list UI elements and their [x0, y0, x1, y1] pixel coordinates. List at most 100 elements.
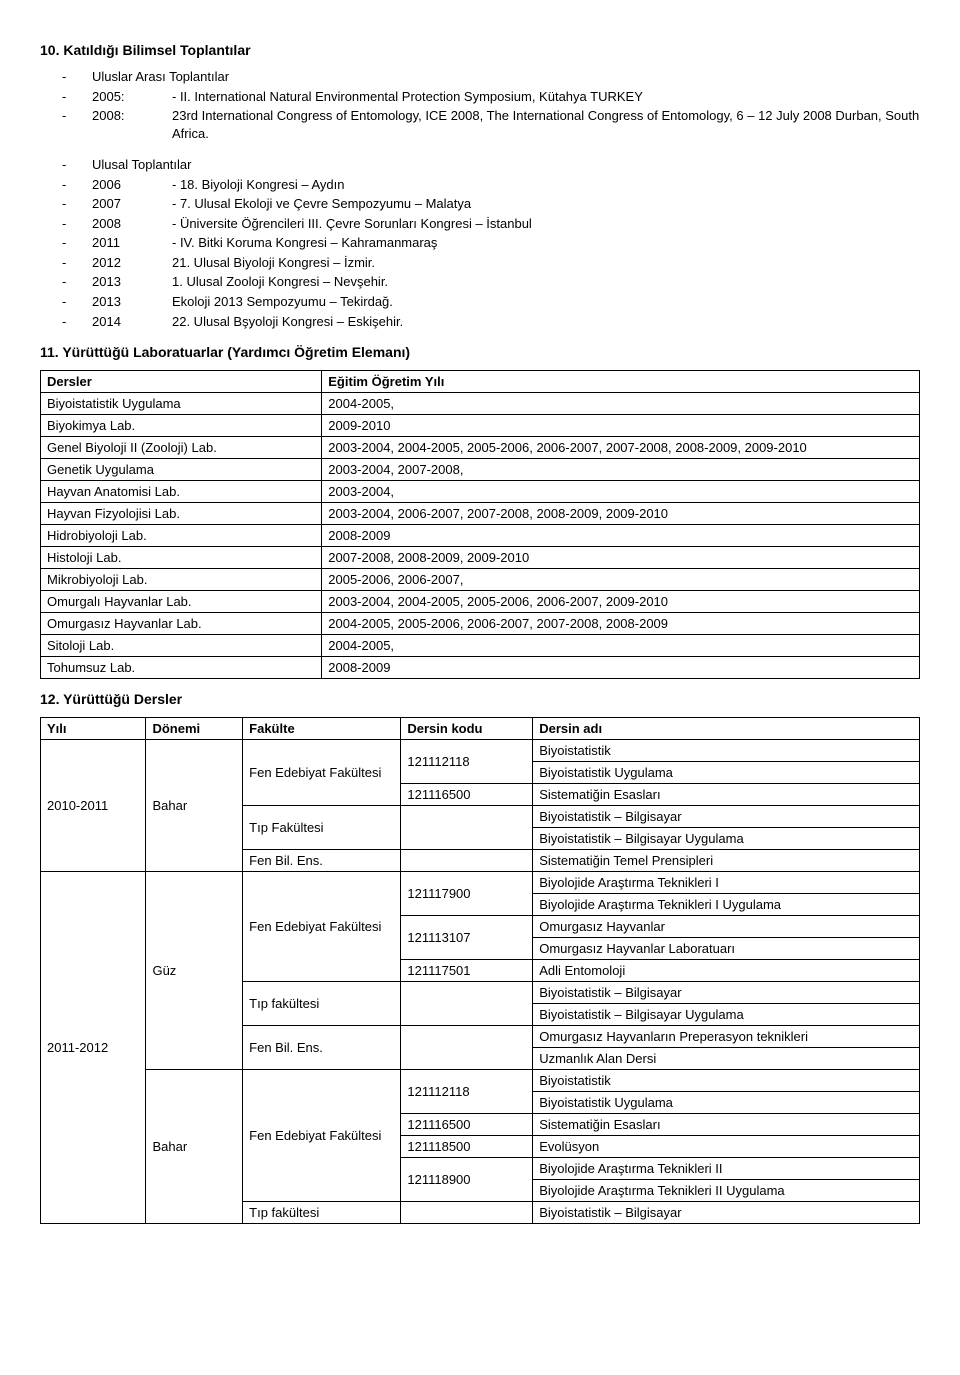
code-cell: 121116500 [401, 1114, 533, 1136]
lab-name: Biyokimya Lab. [41, 415, 322, 437]
course-cell: Adli Entomoloji [533, 960, 920, 982]
table-row: Hayvan Fizyolojisi Lab.2003-2004, 2006-2… [41, 503, 920, 525]
table-row: Mikrobiyoloji Lab.2005-2006, 2006-2007, [41, 569, 920, 591]
fac-cell: Fen Bil. Ens. [243, 1026, 401, 1070]
code-cell: 121112118 [401, 740, 533, 784]
sem-cell: Güz [146, 872, 243, 1070]
course-cell: Omurgasız Hayvanlar Laboratuarı [533, 938, 920, 960]
course-cell: Evolüsyon [533, 1136, 920, 1158]
course-cell: Sistematiğin Temel Prensipleri [533, 850, 920, 872]
course-cell: Biyoistatistik – Bilgisayar Uygulama [533, 828, 920, 850]
course-cell: Biyoistatistik Uygulama [533, 1092, 920, 1114]
fac-cell: Fen Edebiyat Fakültesi [243, 740, 401, 806]
table-row: Biyoistatistik Uygulama2004-2005, [41, 393, 920, 415]
section-11-heading: 11. Yürüttüğü Laboratuarlar (Yardımcı Öğ… [40, 344, 920, 360]
lab-name: Omurgalı Hayvanlar Lab. [41, 591, 322, 613]
lab-years: 2003-2004, [322, 481, 920, 503]
year-cell: 2010-2011 [41, 740, 146, 872]
table-row: Sitoloji Lab.2004-2005, [41, 635, 920, 657]
year-cell: 2011-2012 [41, 872, 146, 1224]
lab-name: Mikrobiyoloji Lab. [41, 569, 322, 591]
bullet-item: -201422. Ulusal Bşyoloji Kongresi – Eski… [62, 313, 920, 331]
lab-years: 2009-2010 [322, 415, 920, 437]
lab-name: Tohumsuz Lab. [41, 657, 322, 679]
section-10-heading: 10. Katıldığı Bilimsel Toplantılar [40, 42, 920, 58]
code-cell: 121118500 [401, 1136, 533, 1158]
code-cell: 121117501 [401, 960, 533, 982]
table-row: Tohumsuz Lab.2008-2009 [41, 657, 920, 679]
bullet-item: -201221. Ulusal Biyoloji Kongresi – İzmi… [62, 254, 920, 272]
code-cell: 121116500 [401, 784, 533, 806]
lab-name: Genel Biyoloji II (Zooloji) Lab. [41, 437, 322, 459]
bullet-item: -2013Ekoloji 2013 Sempozyumu – Tekirdağ. [62, 293, 920, 311]
col-dersler: Dersler [41, 371, 322, 393]
lab-name: Histoloji Lab. [41, 547, 322, 569]
group-label: - Ulusal Toplantılar [62, 156, 920, 174]
table-row: Genel Biyoloji II (Zooloji) Lab.2003-200… [41, 437, 920, 459]
sem-cell: Bahar [146, 1070, 243, 1224]
course-cell: Uzmanlık Alan Dersi [533, 1048, 920, 1070]
course-cell: Omurgasız Hayvanlar [533, 916, 920, 938]
lab-years: 2003-2004, 2004-2005, 2005-2006, 2006-20… [322, 591, 920, 613]
bullet-item: -2008- Üniversite Öğrencileri III. Çevre… [62, 215, 920, 233]
sem-cell: Bahar [146, 740, 243, 872]
course-cell: Biyoistatistik [533, 1070, 920, 1092]
course-cell: Biyolojide Araştırma Teknikleri I Uygula… [533, 894, 920, 916]
course-cell: Biyoistatistik [533, 740, 920, 762]
fac-cell: Tıp Fakültesi [243, 806, 401, 850]
col-yili: Yılı [41, 718, 146, 740]
lab-years: 2003-2004, 2007-2008, [322, 459, 920, 481]
bullet-item: -2007- 7. Ulusal Ekoloji ve Çevre Sempoz… [62, 195, 920, 213]
fac-cell: Fen Edebiyat Fakültesi [243, 872, 401, 982]
course-cell: Biyoistatistik – Bilgisayar Uygulama [533, 1004, 920, 1026]
group-label: - Uluslar Arası Toplantılar [62, 68, 920, 86]
fac-cell: Tıp fakültesi [243, 982, 401, 1026]
fac-cell: Fen Bil. Ens. [243, 850, 401, 872]
lab-name: Biyoistatistik Uygulama [41, 393, 322, 415]
course-cell: Biyoistatistik – Bilgisayar [533, 1202, 920, 1224]
course-cell: Biyoistatistik Uygulama [533, 762, 920, 784]
lab-name: Omurgasız Hayvanlar Lab. [41, 613, 322, 635]
lab-name: Hayvan Anatomisi Lab. [41, 481, 322, 503]
course-cell: Biyolojide Araştırma Teknikleri II Uygul… [533, 1180, 920, 1202]
course-cell: Sistematiğin Esasları [533, 784, 920, 806]
course-cell: Biyolojide Araştırma Teknikleri I [533, 872, 920, 894]
lab-years: 2004-2005, [322, 635, 920, 657]
bullet-item: -2006- 18. Biyoloji Kongresi – Aydın [62, 176, 920, 194]
course-cell: Sistematiğin Esasları [533, 1114, 920, 1136]
courses-table: Yılı Dönemi Fakülte Dersin kodu Dersin a… [40, 717, 920, 1224]
bullet-item: -20131. Ulusal Zooloji Kongresi – Nevşeh… [62, 273, 920, 291]
code-cell: 121113107 [401, 916, 533, 960]
table-row: Hidrobiyoloji Lab.2008-2009 [41, 525, 920, 547]
table-row: Genetik Uygulama2003-2004, 2007-2008, [41, 459, 920, 481]
table-row: Omurgasız Hayvanlar Lab.2004-2005, 2005-… [41, 613, 920, 635]
table-row: Omurgalı Hayvanlar Lab.2003-2004, 2004-2… [41, 591, 920, 613]
lab-name: Sitoloji Lab. [41, 635, 322, 657]
table-row: Hayvan Anatomisi Lab.2003-2004, [41, 481, 920, 503]
code-cell [401, 806, 533, 850]
bullet-item: -2005:- II. International Natural Enviro… [62, 88, 920, 106]
fac-cell: Fen Edebiyat Fakültesi [243, 1070, 401, 1202]
section-12-heading: 12. Yürüttüğü Dersler [40, 691, 920, 707]
lab-years: 2005-2006, 2006-2007, [322, 569, 920, 591]
lab-name: Hidrobiyoloji Lab. [41, 525, 322, 547]
lab-years: 2003-2004, 2004-2005, 2005-2006, 2006-20… [322, 437, 920, 459]
code-cell [401, 982, 533, 1026]
col-adi: Dersin adı [533, 718, 920, 740]
lab-years: 2008-2009 [322, 525, 920, 547]
lab-years: 2003-2004, 2006-2007, 2007-2008, 2008-20… [322, 503, 920, 525]
lab-name: Genetik Uygulama [41, 459, 322, 481]
col-kodu: Dersin kodu [401, 718, 533, 740]
bullet-item: -2008:23rd International Congress of Ent… [62, 107, 920, 142]
col-fakulte: Fakülte [243, 718, 401, 740]
code-cell [401, 1202, 533, 1224]
table-row: Biyokimya Lab.2009-2010 [41, 415, 920, 437]
lab-name: Hayvan Fizyolojisi Lab. [41, 503, 322, 525]
code-cell: 121112118 [401, 1070, 533, 1114]
course-cell: Biyoistatistik – Bilgisayar [533, 982, 920, 1004]
course-cell: Omurgasız Hayvanların Preperasyon teknik… [533, 1026, 920, 1048]
table-row: Histoloji Lab.2007-2008, 2008-2009, 2009… [41, 547, 920, 569]
code-cell [401, 1026, 533, 1070]
col-donemi: Dönemi [146, 718, 243, 740]
lab-years: 2004-2005, [322, 393, 920, 415]
